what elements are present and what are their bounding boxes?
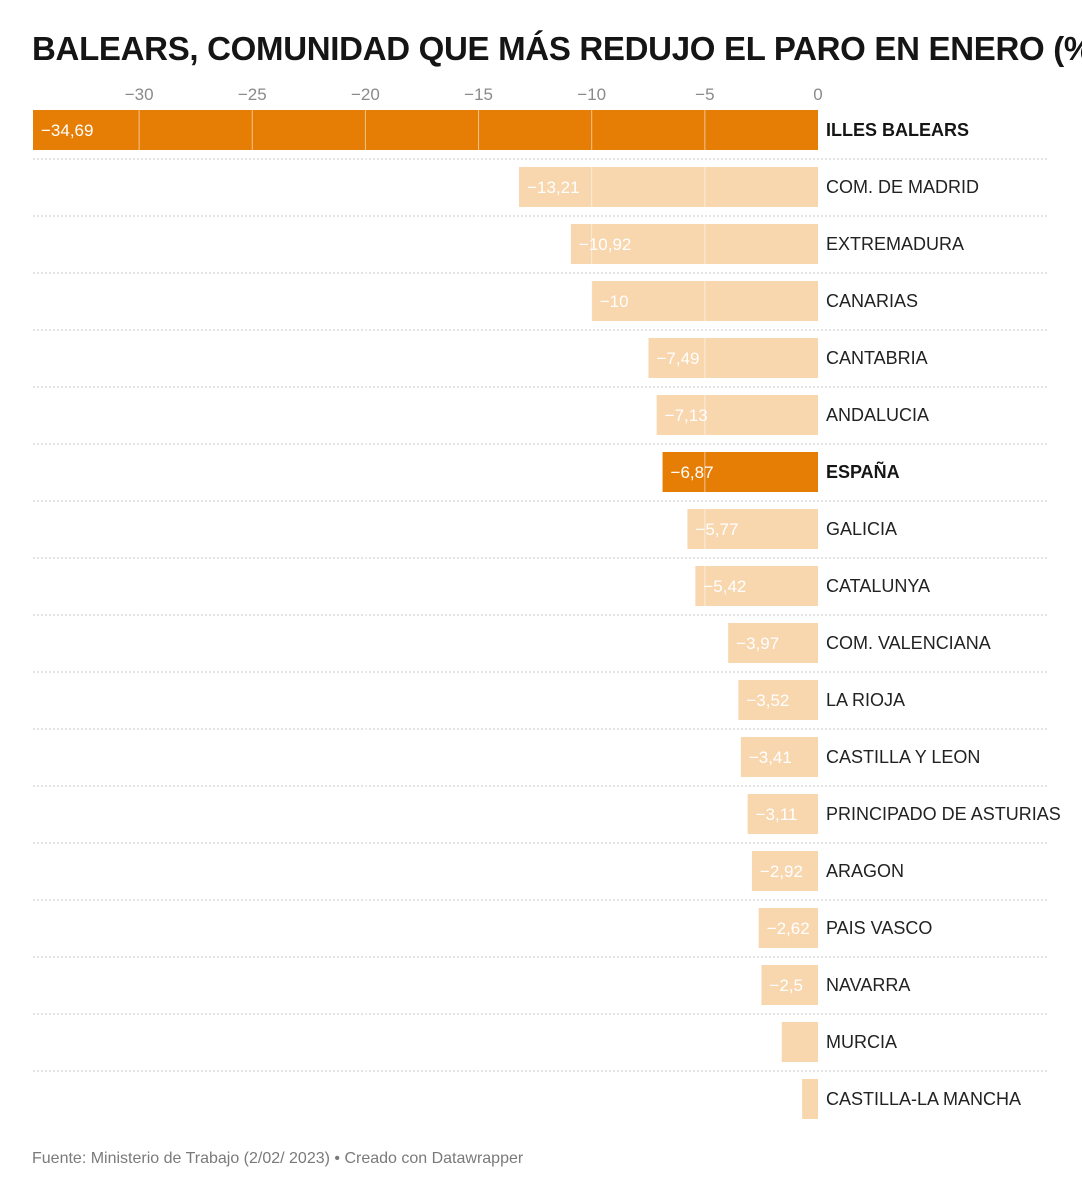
x-tick-label: −25 xyxy=(238,85,267,104)
data-label: −2,5 xyxy=(769,976,803,995)
data-label: −13,21 xyxy=(527,178,579,197)
data-label: −5,42 xyxy=(703,577,746,596)
bar xyxy=(781,1022,818,1062)
bar xyxy=(662,452,818,492)
x-tick-label: −20 xyxy=(351,85,380,104)
data-label: −3,97 xyxy=(736,634,779,653)
bar xyxy=(519,167,818,207)
data-label: −10 xyxy=(600,292,629,311)
category-label: ESPAÑA xyxy=(826,461,900,482)
bar xyxy=(758,908,818,948)
chart-title: BALEARS, COMUNIDAD QUE MÁS REDUJO EL PAR… xyxy=(32,30,1082,67)
category-label: PRINCIPADO DE ASTURIAS xyxy=(826,804,1061,824)
bar xyxy=(761,965,818,1005)
x-tick-label: 0 xyxy=(813,85,822,104)
bar xyxy=(728,623,818,663)
category-label: ARAGON xyxy=(826,861,904,881)
category-label: NAVARRA xyxy=(826,975,910,995)
bar xyxy=(33,110,818,150)
x-tick-label: −10 xyxy=(577,85,606,104)
data-label: −2,92 xyxy=(760,862,803,881)
bar xyxy=(656,395,818,435)
category-label: CASTILLA Y LEON xyxy=(826,747,980,767)
bar xyxy=(747,794,818,834)
data-label: −3,52 xyxy=(746,691,789,710)
source-footer: Fuente: Ministerio de Trabajo (2/02/ 202… xyxy=(32,1150,524,1167)
bar xyxy=(751,851,818,891)
data-label: −3,11 xyxy=(756,805,798,824)
x-tick-label: −5 xyxy=(695,85,714,104)
category-label: ANDALUCIA xyxy=(826,405,929,425)
bar xyxy=(738,680,818,720)
bar xyxy=(648,338,818,378)
data-label: −7,49 xyxy=(657,349,700,368)
bar xyxy=(695,566,818,606)
bar xyxy=(802,1079,818,1119)
x-tick-label: −15 xyxy=(464,85,493,104)
category-label: CANARIAS xyxy=(826,291,918,311)
category-label: CANTABRIA xyxy=(826,348,928,368)
category-label: MURCIA xyxy=(826,1032,897,1052)
category-label: PAIS VASCO xyxy=(826,918,932,938)
category-label: LA RIOJA xyxy=(826,690,905,710)
category-label: CATALUNYA xyxy=(826,576,930,596)
category-label: COM. VALENCIANA xyxy=(826,633,991,653)
category-label: CASTILLA-LA MANCHA xyxy=(826,1089,1021,1109)
bar xyxy=(740,737,818,777)
data-label: −7,13 xyxy=(665,406,708,425)
category-label: ILLES BALEARS xyxy=(826,120,969,140)
data-label: −10,92 xyxy=(579,235,631,254)
x-tick-label: −30 xyxy=(125,85,154,104)
category-label: GALICIA xyxy=(826,519,897,539)
bar xyxy=(687,509,818,549)
data-label: −5,77 xyxy=(695,520,738,539)
data-label: −3,41 xyxy=(749,748,792,767)
data-label: −2,62 xyxy=(767,919,810,938)
category-label: EXTREMADURA xyxy=(826,234,964,254)
data-label: −34,69 xyxy=(41,121,93,140)
category-label: COM. DE MADRID xyxy=(826,177,979,197)
data-label: −6,87 xyxy=(671,463,714,482)
bar xyxy=(570,224,818,264)
